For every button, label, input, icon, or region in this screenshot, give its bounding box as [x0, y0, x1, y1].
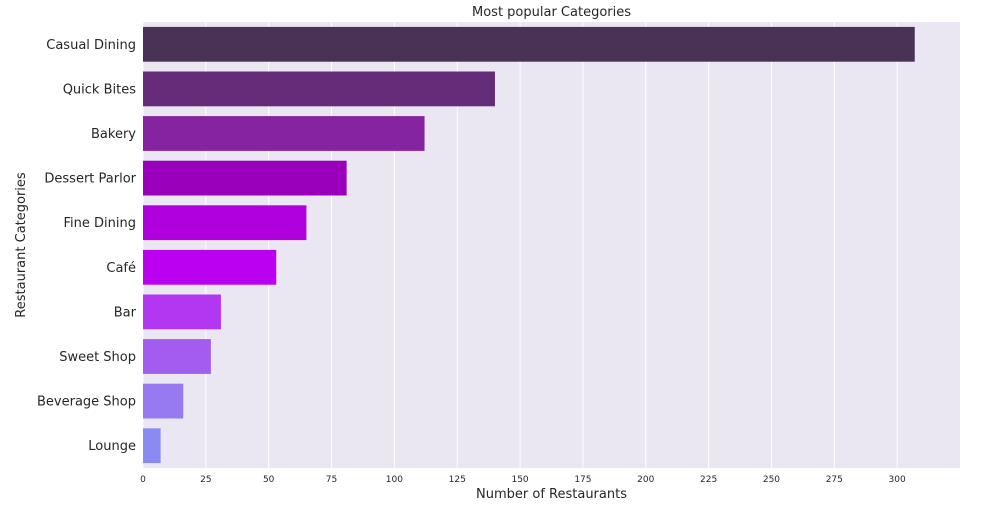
chart-title: Most popular Categories	[472, 5, 631, 20]
x-tick-label: 100	[386, 475, 403, 485]
x-tick-label: 0	[140, 475, 146, 485]
bar	[143, 116, 425, 151]
y-axis-label: Restaurant Categories	[14, 172, 29, 318]
category-label: Fine Dining	[64, 216, 136, 231]
category-label: Sweet Shop	[59, 350, 136, 365]
x-tick-label: 225	[700, 475, 717, 485]
x-tick-label: 275	[826, 475, 843, 485]
x-tick-label: 25	[200, 475, 211, 485]
bars	[143, 26, 915, 464]
bar	[143, 428, 161, 464]
x-axis-label: Number of Restaurants	[476, 487, 627, 502]
x-tick-label: 75	[326, 475, 337, 485]
x-tick-labels: 0 25 50 75 100 125 150 175 200 225 250 275 300	[140, 475, 906, 485]
x-tick-label: 250	[763, 475, 780, 485]
x-tick-label: 175	[574, 475, 591, 485]
x-tick-label: 125	[449, 475, 466, 485]
category-label: Dessert Parlor	[44, 172, 136, 187]
bar	[143, 160, 347, 196]
category-label: Bar	[114, 305, 137, 320]
bar	[143, 26, 915, 62]
category-label: Café	[106, 261, 136, 276]
bar	[143, 294, 221, 330]
category-label: Lounge	[88, 439, 136, 454]
bar	[143, 339, 211, 374]
x-tick-label: 150	[511, 475, 528, 485]
bar	[143, 249, 277, 285]
bar	[143, 383, 184, 419]
x-tick-label: 300	[889, 475, 906, 485]
category-label: Casual Dining	[46, 38, 136, 53]
category-label: Quick Bites	[63, 82, 137, 97]
x-tick-label: 50	[263, 475, 275, 485]
bar	[143, 205, 307, 241]
category-labels: Casual Dining Quick Bites Bakery Dessert Pa…	[37, 38, 137, 454]
bar	[143, 71, 495, 107]
x-tick-label: 200	[637, 475, 654, 485]
category-label: Bakery	[91, 127, 136, 142]
category-label: Beverage Shop	[37, 395, 136, 410]
